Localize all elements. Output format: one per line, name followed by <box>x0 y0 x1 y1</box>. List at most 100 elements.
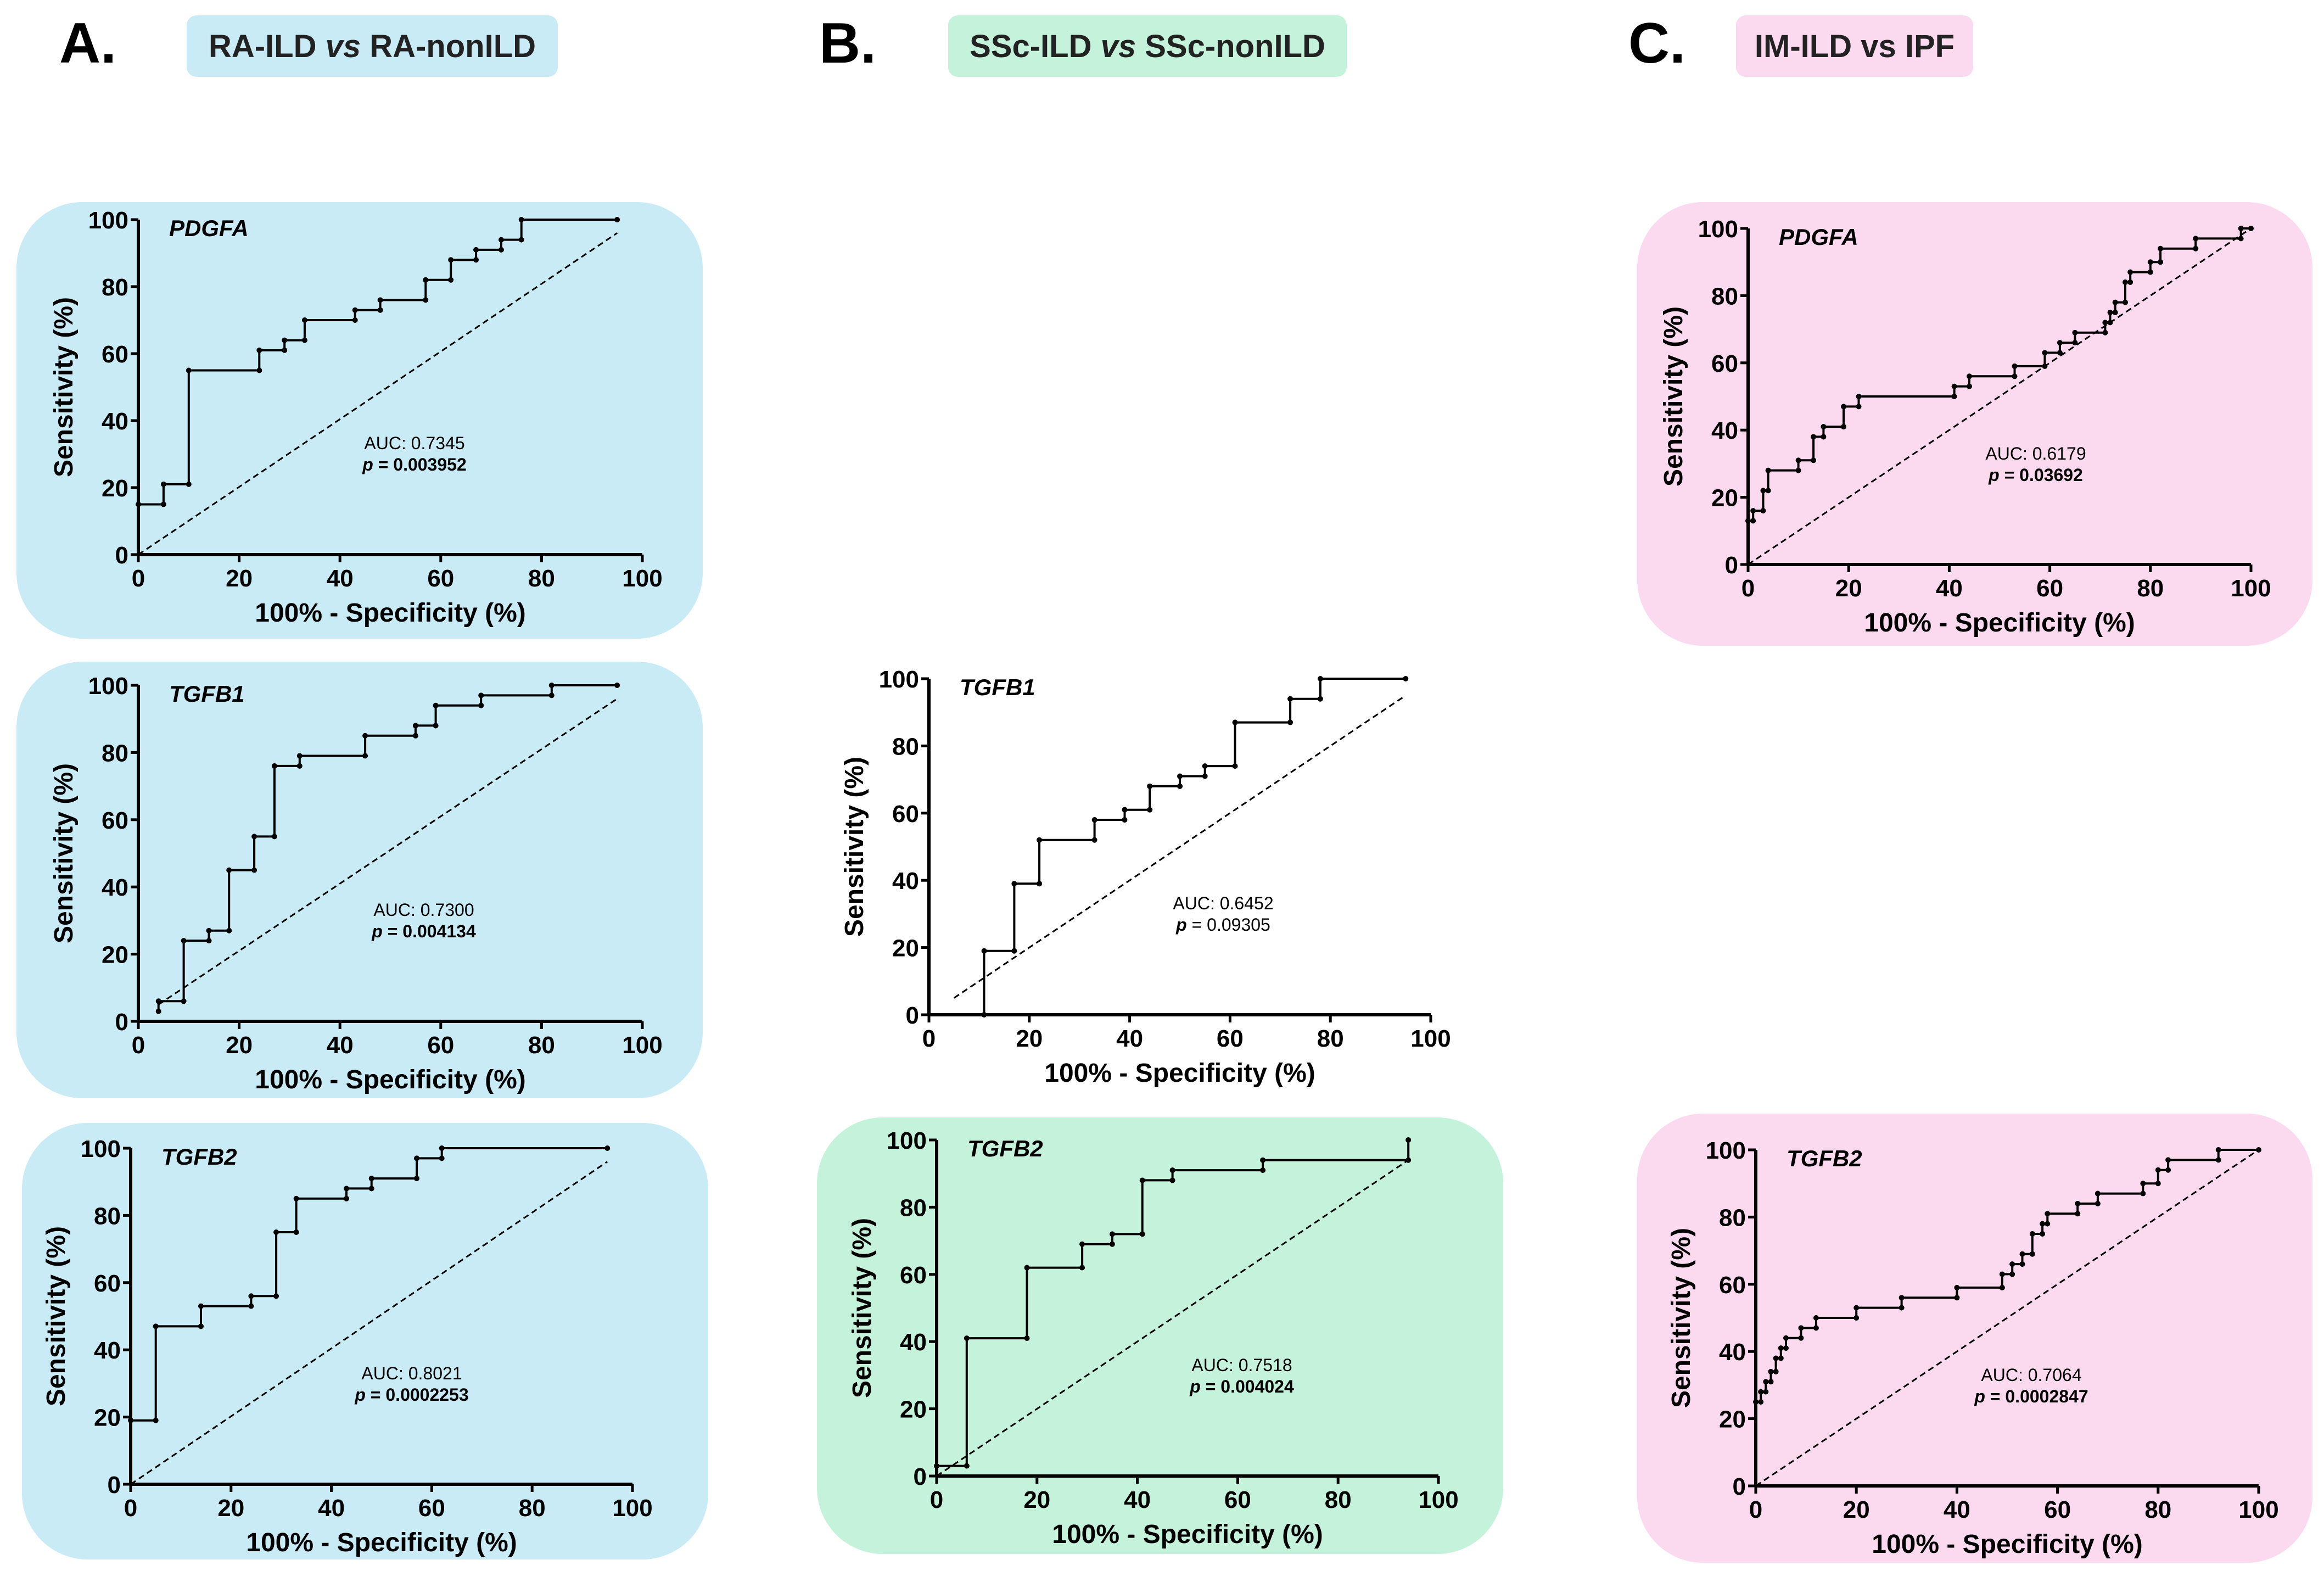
y-tick-label: 80 <box>1719 1204 1746 1231</box>
roc-point <box>2107 320 2113 326</box>
roc-point <box>413 1176 419 1182</box>
roc-point <box>1811 457 1817 463</box>
roc-point <box>934 1463 939 1469</box>
roc-point <box>1287 719 1293 725</box>
p-value: = 0.0002253 <box>366 1385 469 1405</box>
p-value: = 0.03692 <box>2000 465 2083 485</box>
roc-point <box>448 257 454 263</box>
roc-point <box>1405 1137 1412 1143</box>
column-letter-a: A. <box>59 12 116 75</box>
roc-point <box>293 1229 299 1235</box>
roc-point <box>2127 269 2133 275</box>
roc-point <box>1109 1241 1115 1247</box>
roc-point <box>293 1195 299 1201</box>
auc-label: AUC: 0.6452 <box>1173 893 1273 913</box>
x-tick-label: 100 <box>622 1032 662 1059</box>
roc-point <box>614 217 620 222</box>
roc-point <box>1811 434 1817 440</box>
roc-curve <box>157 684 618 1011</box>
roc-point <box>1841 424 1847 430</box>
roc-point <box>2158 245 2164 251</box>
roc-point <box>2112 310 2118 315</box>
x-tick-label: 0 <box>930 1486 943 1513</box>
roc-point <box>2102 329 2108 336</box>
roc-point <box>1405 1157 1412 1163</box>
roc-point <box>2112 299 2118 305</box>
y-tick-label: 60 <box>94 1270 121 1297</box>
roc-point <box>301 317 307 323</box>
roc-point <box>2102 320 2108 326</box>
y-tick-label: 0 <box>115 542 128 569</box>
roc-point <box>206 927 212 933</box>
roc-chart-a2: 0 20 40 60 80 100 0 20 40 60 80 100 100% - Specifici… <box>49 673 663 1094</box>
roc-point <box>1841 404 1847 410</box>
roc-point <box>153 1323 159 1329</box>
panel-background-a2 <box>16 662 703 1098</box>
y-tick-label: 0 <box>1733 1473 1746 1500</box>
roc-point <box>433 723 439 729</box>
x-tick-label: 20 <box>217 1495 244 1522</box>
roc-point <box>2155 1167 2161 1173</box>
roc-point <box>1813 1325 1819 1331</box>
x-tick-label: 80 <box>528 565 555 592</box>
roc-point <box>282 337 288 343</box>
roc-point <box>2140 1190 2146 1197</box>
y-tick-label: 0 <box>914 1463 927 1490</box>
roc-chart-b2: 0 20 40 60 80 100 0 20 40 60 80 100 100% - Specifici… <box>848 1127 1459 1549</box>
roc-point <box>2215 1157 2221 1163</box>
x-tick-label: 40 <box>1944 1496 1970 1523</box>
y-tick-label: 20 <box>102 475 128 502</box>
roc-chart-a3: 0 20 40 60 80 100 0 20 40 60 80 100 100% - Specifici… <box>42 1136 653 1557</box>
y-tick-label: 0 <box>1725 552 1738 579</box>
roc-point <box>344 1195 350 1201</box>
y-tick-label: 40 <box>892 868 919 895</box>
roc-point <box>271 834 277 840</box>
roc-point <box>1109 1231 1115 1237</box>
roc-point <box>2215 1147 2221 1153</box>
reference-line <box>138 232 618 556</box>
roc-point <box>1951 394 1957 399</box>
roc-point <box>433 702 439 708</box>
p-value-label: p = 0.004024 <box>1189 1377 1294 1396</box>
panel-background-b2 <box>817 1117 1503 1554</box>
auc-label: AUC: 0.7300 <box>373 900 474 920</box>
x-tick-label: 20 <box>1016 1025 1043 1052</box>
x-tick-label: 60 <box>1224 1486 1251 1513</box>
roc-point <box>362 733 368 739</box>
p-value: = 0.0002847 <box>1985 1387 2088 1406</box>
y-axis-label: Sensitivity (%) <box>49 763 79 943</box>
roc-point <box>1122 817 1128 823</box>
roc-point <box>604 1145 611 1151</box>
y-tick-label: 20 <box>1719 1406 1746 1433</box>
gene-label: TGFB2 <box>967 1136 1043 1161</box>
roc-point <box>128 1417 133 1423</box>
roc-point <box>160 501 166 507</box>
gene-label: PDGFA <box>1779 224 1858 250</box>
roc-chart-b1: 0 20 40 60 80 100 0 20 40 60 80 100 100% - Specifici… <box>840 666 1451 1088</box>
p-value-label: p = 0.0002253 <box>354 1385 468 1405</box>
roc-point <box>2193 245 2199 251</box>
roc-point <box>1147 783 1153 789</box>
gene-label: PDGFA <box>169 215 249 241</box>
roc-point <box>1760 488 1766 494</box>
roc-point <box>377 297 383 303</box>
p-value: = 0.004134 <box>383 921 476 941</box>
roc-point <box>1795 467 1801 473</box>
roc-point <box>251 867 257 873</box>
roc-point <box>2012 373 2018 379</box>
roc-point <box>1763 1379 1769 1385</box>
roc-point <box>2045 1211 2051 1217</box>
roc-point <box>2095 1200 2101 1206</box>
auc-label: AUC: 0.8021 <box>361 1363 462 1383</box>
roc-point <box>1147 807 1153 813</box>
y-tick-label: 100 <box>81 1136 121 1162</box>
roc-point <box>448 277 454 283</box>
roc-curve <box>1756 1149 2259 1403</box>
p-value: = 0.003952 <box>373 455 467 474</box>
roc-point <box>2009 1261 2015 1267</box>
roc-point <box>181 938 187 944</box>
roc-point <box>248 1303 254 1309</box>
roc-point <box>548 692 555 698</box>
roc-point <box>1821 434 1827 440</box>
roc-point <box>155 998 161 1004</box>
